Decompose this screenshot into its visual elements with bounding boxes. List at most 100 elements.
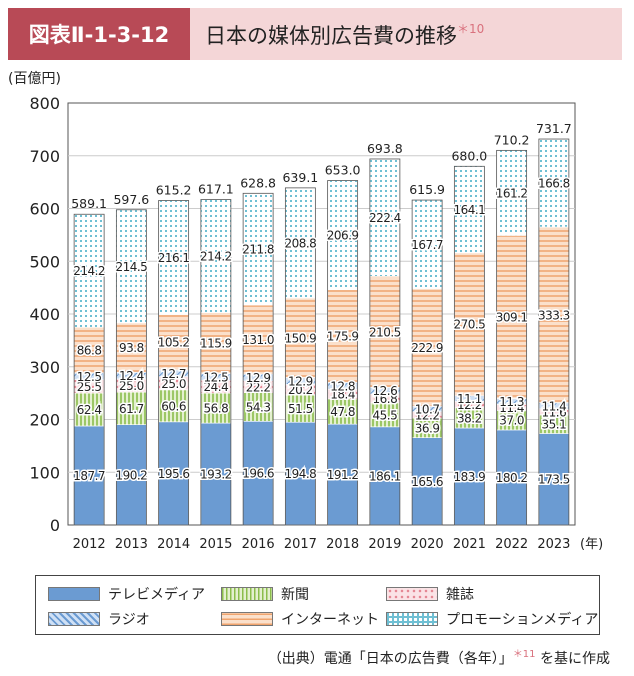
total-label: 615.2 <box>156 182 192 197</box>
total-label: 680.0 <box>451 148 487 163</box>
legend-item-internet: インターネット <box>221 609 379 629</box>
data-label-newspaper: 37.0 <box>499 414 524 428</box>
legend-label-magazine: 雑誌 <box>446 587 474 603</box>
legend-item-promotion: プロモーションメディア <box>386 609 598 629</box>
y-tick-label: 700 <box>29 147 60 166</box>
data-label-promotion: 161.2 <box>496 186 528 200</box>
bar-segment-tv <box>242 420 274 526</box>
data-label-tv: 183.9 <box>453 470 485 484</box>
data-label-internet: 93.8 <box>119 341 144 355</box>
data-label-internet: 309.1 <box>496 310 528 324</box>
total-label: 710.2 <box>494 132 530 147</box>
bar-segment-tv <box>116 424 147 526</box>
bar-outline <box>453 165 485 526</box>
chart-legend: テレビメディア 新聞 雑誌 ラジオ インターネット プロモーションメディア <box>35 575 600 635</box>
data-label-magazine: 12.2 <box>415 408 440 422</box>
data-label-internet: 222.9 <box>411 341 443 355</box>
bar-segment-promotion <box>285 187 316 299</box>
y-tick-label: 500 <box>29 252 60 271</box>
legend-swatch-promotion <box>386 612 438 626</box>
data-label-tv: 195.6 <box>158 467 190 481</box>
data-label-magazine: 24.4 <box>204 380 229 394</box>
y-tick-label: 600 <box>29 200 60 219</box>
bar-outline <box>200 199 232 526</box>
bar-outline <box>411 199 443 526</box>
bar-segment-promotion <box>327 180 358 290</box>
total-label: 731.7 <box>536 121 572 136</box>
data-label-promotion: 214.5 <box>115 260 147 274</box>
bar-segment-newspaper <box>242 392 274 422</box>
bar-outline <box>73 213 105 526</box>
x-tick-label: 2017 <box>284 537 317 552</box>
bar-segment-promotion <box>73 213 105 328</box>
y-axis-label: (百億円) <box>8 71 61 87</box>
data-label-tv: 193.2 <box>200 468 232 482</box>
data-label-promotion: 214.2 <box>200 250 232 264</box>
data-label-magazine: 25.0 <box>161 377 186 391</box>
total-label: 589.1 <box>71 196 107 211</box>
y-tick-label: 300 <box>29 358 60 377</box>
data-label-promotion: 208.8 <box>284 236 316 250</box>
legend-swatch-radio <box>48 612 100 626</box>
data-label-tv: 194.8 <box>284 467 316 481</box>
bar-segment-internet <box>454 252 485 396</box>
total-label: 617.1 <box>198 182 234 197</box>
data-label-tv: 196.6 <box>242 467 274 481</box>
y-tick-label: 800 <box>29 94 60 113</box>
legend-swatch-tv <box>48 587 100 601</box>
data-label-newspaper: 47.8 <box>330 405 355 419</box>
x-tick-label: 2020 <box>411 537 444 552</box>
bar-segment-internet <box>538 226 570 404</box>
data-label-magazine: 18.4 <box>330 388 355 402</box>
bar-segment-internet <box>411 288 443 407</box>
chart-axes: 0 100 200 300 400 500 600 700 800 (百億円) 2012 2013 20… <box>8 71 603 552</box>
legend-label-radio: ラジオ <box>108 612 150 628</box>
x-tick-label: 2023 <box>537 537 570 552</box>
legend-label-internet: インターネット <box>281 612 379 628</box>
data-label-promotion: 206.9 <box>327 229 359 243</box>
data-label-magazine: 25.5 <box>77 380 102 394</box>
source-footnote-mark: ＊11 <box>512 649 536 660</box>
bar-segment-internet <box>116 322 147 373</box>
stacked-bar-chart: 0 100 200 300 400 500 600 700 800 (百億円) 2012 2013 20… <box>8 71 603 552</box>
legend-label-tv: テレビメディア <box>108 587 206 603</box>
x-tick-label: 2014 <box>157 537 190 552</box>
source-suffix: を基に作成 <box>535 651 610 667</box>
bar-segment-tv <box>73 425 105 526</box>
data-label-newspaper: 62.4 <box>77 403 102 417</box>
total-label: 693.8 <box>367 141 403 156</box>
data-label-radio: 10.7 <box>415 402 440 416</box>
bar-outline <box>496 149 528 526</box>
data-label-magazine: 11.6 <box>542 405 567 419</box>
data-label-internet: 115.9 <box>200 337 232 351</box>
data-label-tv: 165.6 <box>411 475 443 489</box>
bar-outline <box>158 200 190 526</box>
source-note: （出典）電通「日本の広告費（各年）」＊11 を基に作成 <box>268 648 610 668</box>
data-label-magazine: 16.8 <box>373 392 398 406</box>
data-label-tv: 173.5 <box>538 473 570 487</box>
legend-label-promotion: プロモーションメディア <box>446 612 599 628</box>
bar-segment-promotion <box>242 193 274 306</box>
data-label-internet: 105.2 <box>158 336 190 350</box>
data-label-newspaper: 35.1 <box>542 418 567 432</box>
figure-badge: 図表Ⅱ-1-3-12 <box>8 8 190 60</box>
data-label-internet: 270.5 <box>453 318 485 332</box>
bar-outline <box>327 180 359 526</box>
bar-outline <box>115 209 147 526</box>
total-label: 653.0 <box>325 163 361 178</box>
bar-segment-promotion <box>496 150 527 236</box>
bar-outline <box>242 192 274 526</box>
x-tick-label: 2015 <box>199 537 232 552</box>
x-tick-label: 2012 <box>73 537 106 552</box>
data-label-magazine: 12.2 <box>457 398 482 412</box>
title-footnote-mark: ＊10 <box>457 22 485 36</box>
x-axis-unit: (年) <box>580 537 603 552</box>
bar-segment-promotion <box>200 199 232 313</box>
bar-outline <box>538 138 570 526</box>
bar-segment-newspaper <box>200 392 232 424</box>
data-label-magazine: 20.2 <box>288 383 313 397</box>
bar-segment-internet <box>327 289 358 383</box>
data-label-promotion: 222.4 <box>369 211 401 225</box>
data-label-radio: 12.9 <box>246 371 271 385</box>
data-label-newspaper: 61.7 <box>119 402 144 416</box>
